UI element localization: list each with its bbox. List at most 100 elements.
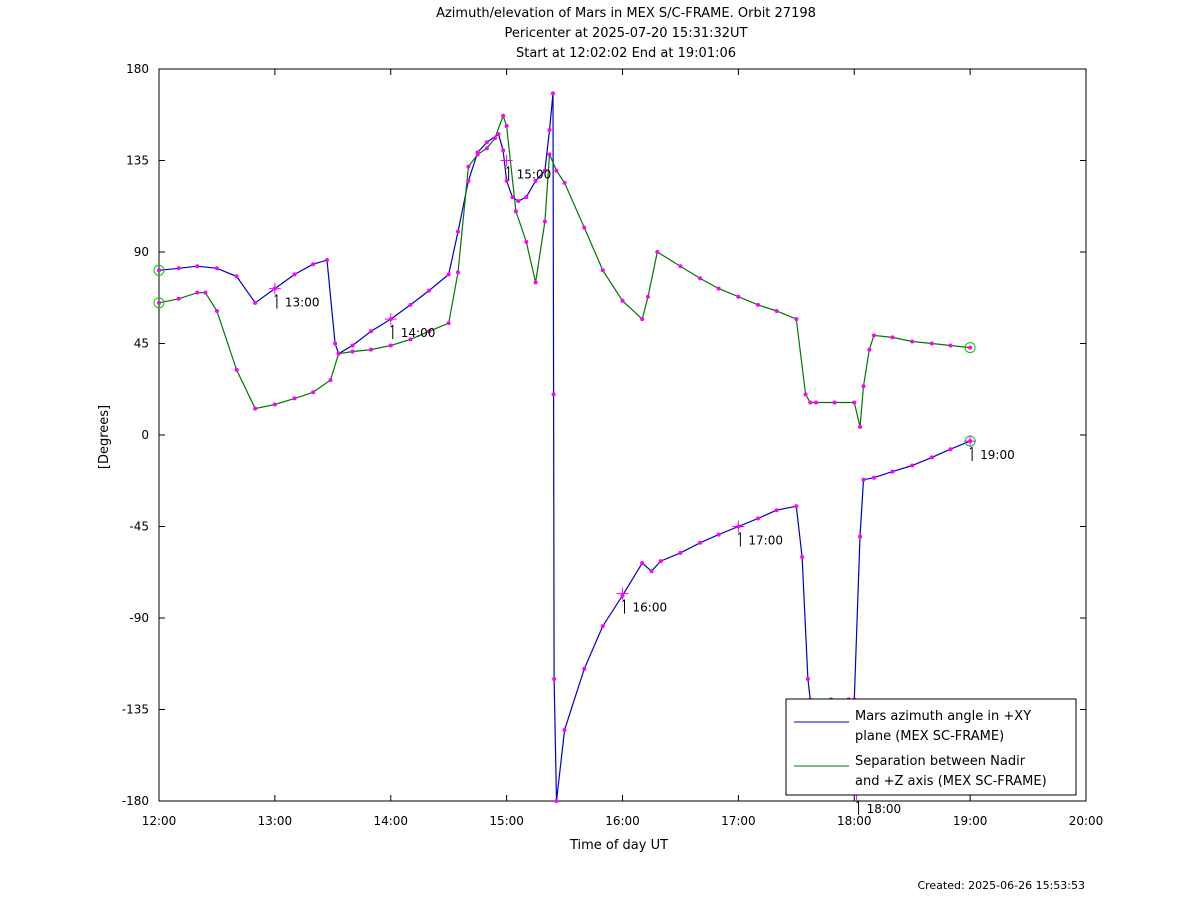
data-point — [493, 136, 498, 141]
data-point — [466, 164, 471, 169]
y-tick-label: -90 — [129, 611, 149, 625]
x-tick-label: 15:00 — [489, 814, 524, 828]
data-point — [861, 384, 866, 389]
data-point — [484, 146, 489, 151]
data-point — [805, 677, 810, 681]
y-axis-label: [Degrees] — [97, 405, 112, 469]
data-point — [446, 321, 451, 326]
hour-label: 17:00 — [748, 534, 783, 548]
data-point — [157, 268, 161, 273]
data-point — [369, 329, 374, 334]
hour-labels: 13:00 14:00 15:00 16:00 17:00 18:00 19:00 — [274, 166, 1015, 816]
data-point — [554, 799, 559, 803]
data-point — [501, 148, 506, 153]
data-point — [645, 294, 650, 299]
data-point — [551, 392, 556, 397]
data-point — [195, 290, 200, 295]
data-point — [832, 400, 837, 405]
data-point — [678, 550, 683, 555]
data-point — [455, 270, 460, 275]
data-point — [554, 168, 559, 173]
data-point — [446, 272, 451, 277]
legend-label-separation-line1: Separation between Nadir — [855, 754, 1026, 769]
data-point — [292, 396, 297, 401]
data-point — [501, 113, 506, 118]
data-point — [516, 199, 521, 204]
data-point — [968, 345, 973, 350]
x-tick-label: 18:00 — [837, 814, 872, 828]
data-point — [176, 296, 181, 301]
endpoint-marker — [153, 297, 165, 309]
data-point — [547, 152, 552, 157]
x-tick-label: 14:00 — [373, 814, 408, 828]
data-point — [756, 302, 761, 307]
data-point — [533, 178, 538, 183]
data-point — [426, 288, 431, 293]
y-tick-label: 135 — [126, 154, 149, 168]
azimuth-series-line — [158, 93, 971, 802]
data-point — [552, 677, 557, 681]
data-point — [640, 317, 645, 322]
data-point — [620, 298, 625, 303]
y-tick-label: -45 — [129, 520, 149, 534]
x-tick-label: 19:00 — [953, 814, 988, 828]
data-point — [867, 347, 872, 352]
hour-pointer — [390, 324, 394, 328]
data-point — [861, 477, 866, 482]
data-point — [484, 140, 489, 145]
data-point — [890, 335, 895, 340]
hour-label: 15:00 — [517, 168, 552, 182]
data-point — [524, 195, 529, 200]
data-point — [890, 469, 895, 474]
data-point — [948, 343, 953, 348]
x-axis-label: Time of day UT — [569, 838, 668, 853]
hour-pointer — [738, 532, 741, 535]
y-tick-label: 180 — [126, 62, 149, 76]
data-point — [774, 308, 779, 313]
data-point — [582, 225, 587, 230]
legend: Mars azimuth angle in +XY plane (MEX SC-… — [785, 698, 1077, 796]
data-point — [504, 123, 509, 128]
legend-label-separation-line2: and +Z axis (MEX SC-FRAME) — [855, 774, 1047, 789]
data-point — [214, 308, 219, 313]
plot-frame — [158, 68, 1087, 802]
y-tick-label: 90 — [134, 245, 149, 259]
data-point — [658, 559, 663, 564]
data-point — [253, 406, 258, 411]
hour-pointer — [506, 166, 509, 169]
data-point — [550, 91, 555, 96]
data-point — [350, 349, 355, 354]
y-tick-label: -135 — [122, 703, 149, 717]
x-tick-label: 13:00 — [258, 814, 293, 828]
data-point — [858, 424, 863, 429]
data-point — [649, 569, 654, 574]
hour-label: 16:00 — [633, 601, 668, 615]
data-point — [408, 302, 413, 307]
data-point — [369, 347, 374, 352]
data-point — [542, 168, 547, 173]
data-point — [272, 402, 277, 407]
pericenter-subtitle: Pericenter at 2025-07-20 15:31:32UT — [504, 26, 747, 41]
data-point — [698, 276, 703, 281]
data-point — [426, 329, 431, 334]
data-point — [600, 624, 605, 629]
x-tick-label: 12:00 — [142, 814, 177, 828]
data-point — [455, 229, 460, 234]
hour-label: 14:00 — [401, 326, 436, 340]
data-point — [716, 286, 721, 291]
hour-pointer — [622, 599, 625, 602]
data-point — [640, 561, 645, 566]
x-tick-label: 17:00 — [721, 814, 756, 828]
data-point — [871, 333, 876, 338]
data-point — [803, 392, 808, 397]
endpoint-marker — [153, 264, 165, 276]
data-point — [333, 341, 338, 346]
data-point — [678, 264, 683, 269]
data-point — [157, 300, 161, 305]
data-point — [794, 317, 799, 322]
data-point — [562, 727, 567, 732]
data-point — [513, 209, 518, 214]
legend-box — [785, 698, 1077, 796]
data-point — [533, 280, 538, 285]
